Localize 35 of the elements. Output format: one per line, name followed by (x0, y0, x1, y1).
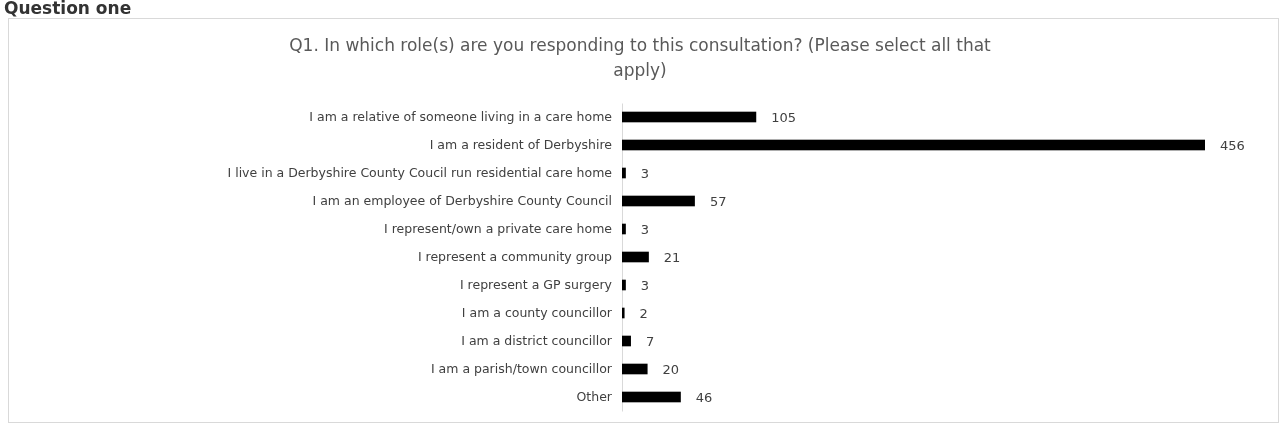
data-label: 3 (640, 165, 650, 181)
data-label: 3 (640, 221, 650, 237)
bar (622, 139, 1205, 151)
bar (622, 111, 757, 123)
bar (622, 307, 625, 319)
bar (622, 363, 648, 375)
bar (622, 335, 631, 347)
y-tick-label: I am a relative of someone living in a care home (309, 109, 613, 124)
y-tick-label: I am a county councillor (461, 305, 613, 320)
y-tick-label: I am a resident of Derbyshire (429, 137, 613, 152)
y-tick-label: I represent a GP surgery (459, 277, 613, 292)
data-label: 2 (639, 305, 648, 321)
bar (622, 251, 649, 263)
data-label: 105 (771, 109, 797, 125)
bar (622, 279, 626, 291)
bar (622, 223, 626, 235)
bar (622, 391, 681, 403)
data-label: 46 (695, 389, 713, 405)
bar (622, 195, 695, 207)
y-tick-label: I am a district councillor (461, 333, 613, 348)
data-label: 7 (645, 333, 655, 349)
text: Question one (4, 0, 132, 18)
y-tick-label: I live in a Derbyshire County Coucil run residential care home (227, 165, 613, 180)
data-label: 456 (1220, 137, 1245, 153)
data-label: 57 (709, 193, 727, 209)
y-tick-label: I represent a community group (417, 249, 613, 264)
data-label: 20 (662, 361, 680, 377)
data-label: 21 (663, 249, 681, 265)
y-tick-label: I am a parish/town councillor (430, 361, 613, 376)
chart-title: Q1. In which role(s) are you responding to this consultation? (Please select all that apply) (289, 35, 992, 80)
y-tick-label: Other (576, 389, 613, 404)
y-tick-label: I am an employee of Derbyshire County Council (312, 193, 612, 208)
y-tick-label: I represent/own a private care home (383, 221, 613, 236)
bar (622, 167, 626, 179)
data-label: 3 (640, 277, 650, 293)
